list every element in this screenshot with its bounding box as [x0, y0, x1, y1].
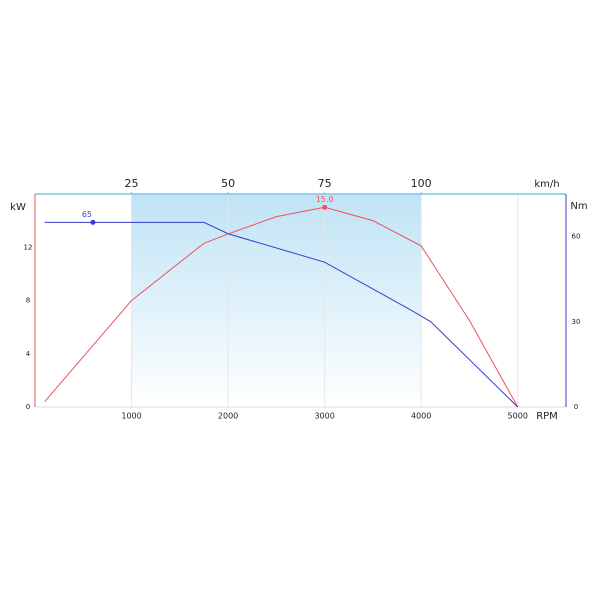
y2-tick-label: 60 — [572, 233, 581, 241]
x-tick-label: 2000 — [218, 412, 238, 421]
x-tick-label: 1000 — [121, 412, 141, 421]
y-tick-label: 0 — [26, 403, 30, 411]
x2-tick-label: 75 — [318, 177, 332, 190]
y-tick-label: 4 — [26, 350, 31, 358]
point-marker — [322, 204, 328, 210]
x-tick-label: 5000 — [508, 412, 528, 421]
data-label: 65 — [82, 210, 92, 219]
x-axis-label: RPM — [536, 411, 558, 422]
x2-tick-label: 100 — [411, 177, 432, 190]
y2-axis-label: Nm — [570, 201, 587, 212]
x2-tick-label: 50 — [221, 177, 235, 190]
y-axis-label: kW — [10, 202, 26, 213]
line — [44, 221, 519, 408]
y-tick-label: 8 — [26, 297, 30, 305]
x2-axis-label: km/h — [534, 179, 559, 190]
y-tick-label: 12 — [24, 243, 33, 251]
x-tick-label: 3000 — [314, 412, 334, 421]
data-label: 15.0 — [316, 195, 334, 204]
line — [44, 206, 519, 408]
x-tick-label: 4000 — [411, 412, 431, 421]
shaded-band — [131, 194, 422, 407]
point-marker — [90, 219, 96, 225]
y2-tick-label: 30 — [572, 318, 581, 326]
x2-tick-label: 25 — [125, 177, 139, 190]
y2-tick-label: 0 — [574, 403, 578, 411]
